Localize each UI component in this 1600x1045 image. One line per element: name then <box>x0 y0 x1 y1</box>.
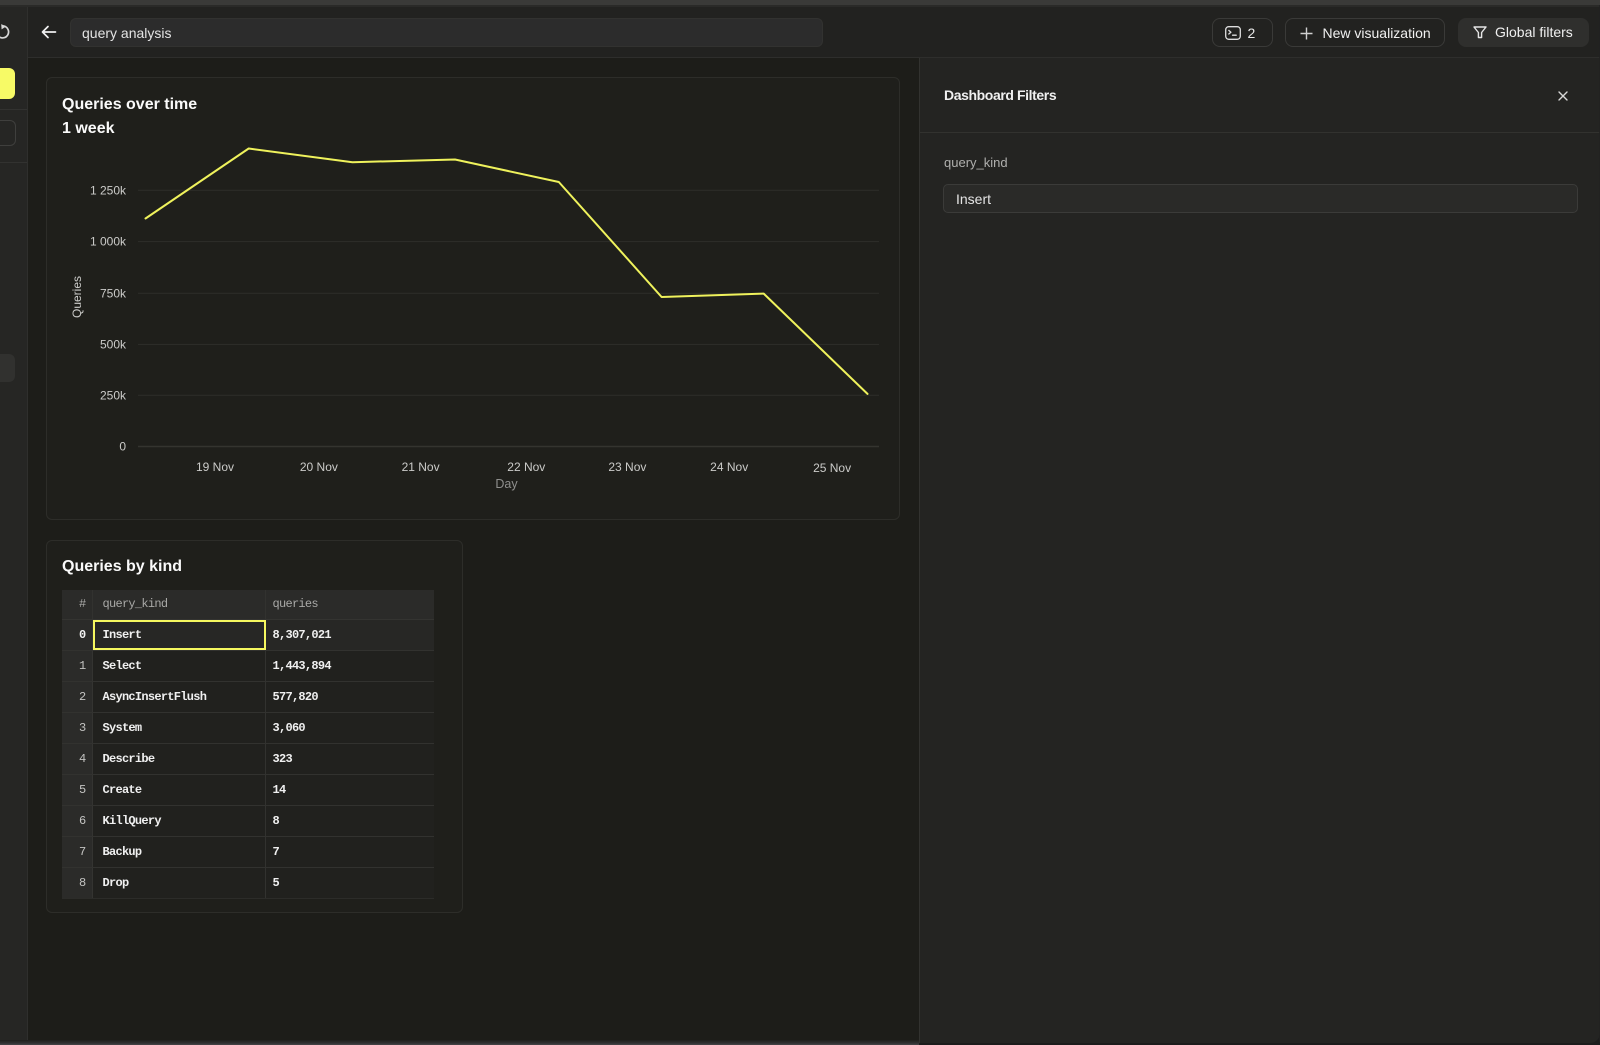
svg-text:500k: 500k <box>100 337 127 351</box>
svg-text:750k: 750k <box>100 286 127 300</box>
svg-text:250k: 250k <box>100 388 127 402</box>
svg-text:25 Nov: 25 Nov <box>813 461 851 475</box>
svg-text:20 Nov: 20 Nov <box>300 460 338 474</box>
svg-text:22 Nov: 22 Nov <box>507 460 545 474</box>
svg-text:24 Nov: 24 Nov <box>710 460 748 474</box>
svg-text:21 Nov: 21 Nov <box>402 460 440 474</box>
svg-text:0: 0 <box>119 440 126 454</box>
svg-text:Day: Day <box>495 477 518 491</box>
svg-text:Queries: Queries <box>70 276 84 318</box>
svg-text:1 000k: 1 000k <box>90 235 127 249</box>
svg-text:23 Nov: 23 Nov <box>608 460 646 474</box>
svg-text:19 Nov: 19 Nov <box>196 460 234 474</box>
svg-text:1 250k: 1 250k <box>90 183 127 197</box>
